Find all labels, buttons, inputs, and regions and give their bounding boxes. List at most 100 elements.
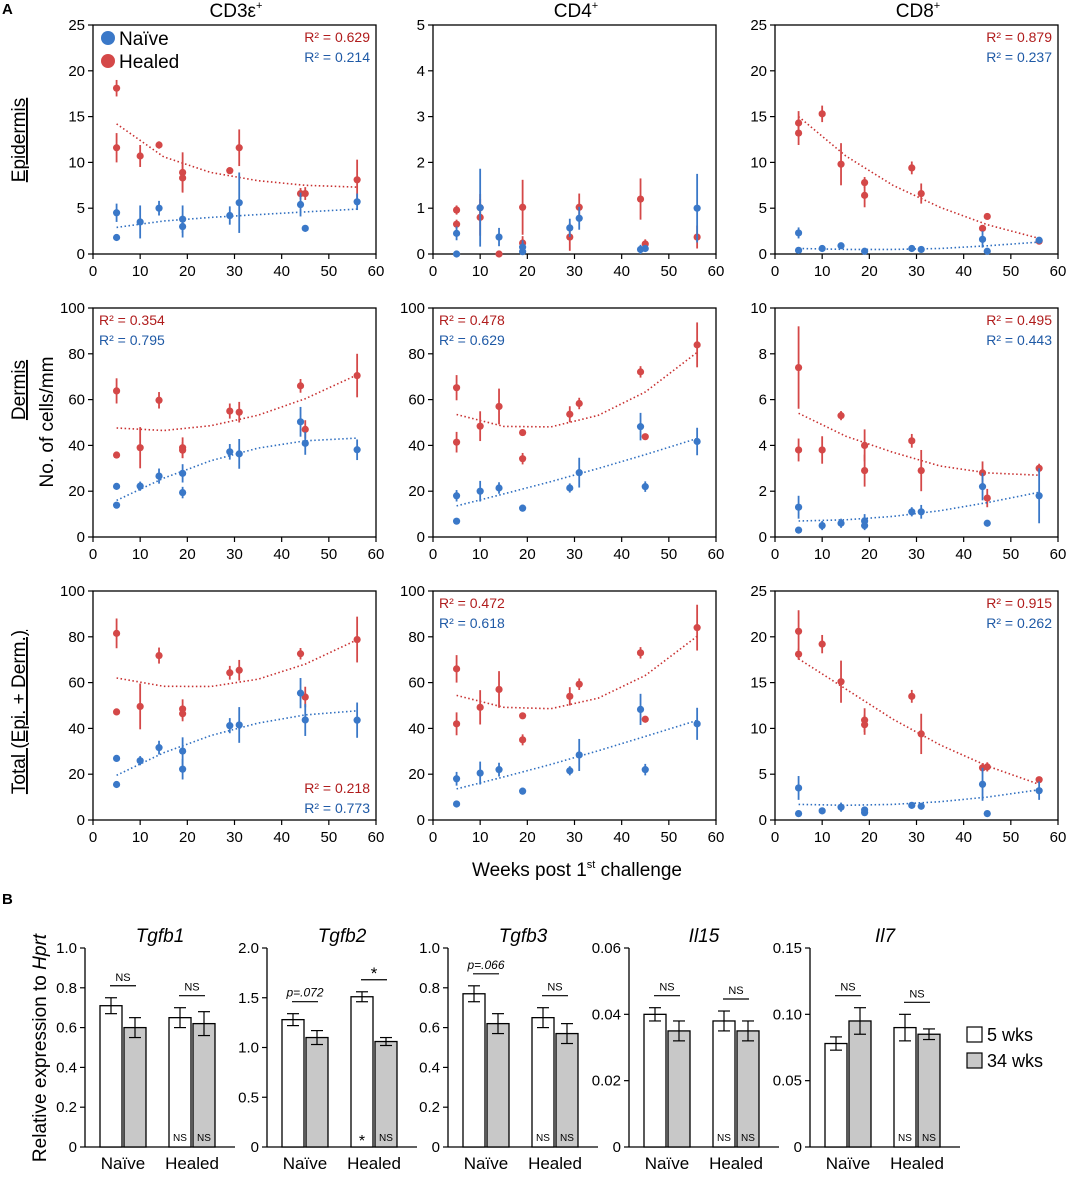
y-tick-label: 0 (69, 1139, 77, 1156)
r-squared-label: R² = 0.629 (304, 29, 370, 45)
x-tick-label: 10 (814, 546, 831, 563)
data-point-naive (794, 246, 803, 254)
data-point-naive (837, 242, 845, 250)
data-point-naive (353, 198, 361, 206)
column-title-cd4: CD4+ (554, 0, 598, 22)
data-point-naive (452, 517, 461, 525)
y-tick-label: 0.6 (419, 1020, 440, 1037)
y-tick-label: 20 (68, 63, 85, 80)
data-point-naive (155, 744, 163, 752)
bar-chart-b-tgfb2: Tgfb2 0 0.5 1.0 1.5 2.0 Naïve Healed p=.072 * * NS (238, 926, 417, 1173)
x-tick-label: 30 (566, 263, 583, 280)
category-label: Healed (528, 1154, 582, 1173)
y-tick-label: 1.0 (56, 940, 77, 957)
data-point-naive (575, 214, 583, 222)
data-point-naive (917, 245, 925, 254)
y-tick-label: 0.6 (56, 1020, 77, 1037)
data-point-healed (112, 387, 121, 395)
data-point-healed (794, 363, 803, 372)
bar-34wks (848, 1020, 872, 1148)
x-tick-label: 10 (472, 546, 489, 563)
data-point-naive (636, 705, 645, 713)
x-tick-label: 40 (955, 546, 972, 563)
legend-naive-marker (101, 31, 115, 45)
data-point-healed (155, 651, 163, 660)
y-tick-label: 25 (750, 583, 767, 600)
data-point-naive (566, 767, 574, 775)
data-point-naive (179, 222, 187, 231)
category-label: Healed (709, 1154, 763, 1173)
legend-34wks-swatch (966, 1052, 983, 1069)
data-point-naive (452, 492, 461, 500)
data-point-healed (476, 703, 484, 711)
y-tick-label: 0 (251, 1139, 259, 1156)
data-point-healed (983, 763, 991, 771)
data-point-naive (112, 501, 121, 509)
data-point-healed (136, 702, 144, 711)
data-point-naive (301, 439, 309, 447)
y-tick-label: 15 (68, 109, 85, 126)
legend-healed-marker (101, 54, 115, 68)
data-point-healed (136, 152, 144, 160)
r-squared-label: R² = 0.773 (304, 800, 370, 816)
y-tick-label: 0 (613, 1139, 621, 1156)
data-point-naive (476, 769, 484, 777)
y-tick-label: 100 (400, 300, 425, 317)
data-point-naive (452, 250, 461, 258)
data-point-naive (794, 809, 803, 818)
legend-b: 5 wks 34 wks (966, 1025, 1043, 1071)
x-tick-label: 50 (1002, 829, 1019, 846)
data-point-naive (301, 224, 309, 232)
x-tick-label: 50 (1002, 546, 1019, 563)
x-tick-label: 50 (660, 829, 677, 846)
data-point-healed (353, 176, 361, 184)
scatter-plot-tot-cd4: 0 10 20 30 40 50 60 0 20 40 60 80 100 R² = 0.472 R² = … (400, 583, 724, 846)
data-point-naive (296, 200, 305, 209)
category-label: Healed (347, 1154, 401, 1173)
x-tick-label: 0 (89, 263, 97, 280)
data-point-healed (226, 167, 234, 175)
data-point-healed (575, 680, 583, 688)
data-point-naive (235, 199, 243, 207)
y-tick-label: 20 (408, 483, 425, 500)
x-tick-label: 50 (1002, 263, 1019, 280)
r-squared-label: R² = 0.354 (99, 312, 165, 328)
data-point-healed (693, 624, 701, 632)
data-point-healed (301, 189, 309, 198)
y-tick-label: 2.0 (238, 940, 259, 957)
data-point-naive (861, 247, 869, 255)
data-point-healed (155, 396, 163, 404)
y-tick-label: 2 (759, 483, 767, 500)
bar-5wks (350, 996, 374, 1148)
y-tick-label: 1 (417, 200, 425, 217)
scatter-plot-der-cd4: 0 10 20 30 40 50 60 0 20 40 60 80 100 R² = 0.478 R² = … (400, 300, 724, 563)
data-point-healed (861, 466, 869, 475)
scatter-plot-der-cd8: 0 10 20 30 40 50 60 0 2 4 6 8 10 R² = 0.495 R² = 0.443 (750, 300, 1066, 563)
r-squared-label: R² = 0.478 (439, 312, 505, 328)
in-bar-label: NS (197, 1133, 211, 1144)
legend-34wks-label: 34 wks (987, 1051, 1043, 1071)
y-tick-label: 40 (408, 720, 425, 737)
x-tick-label: 30 (226, 546, 243, 563)
bar-chart-b-il15: Il15 0 0.02 0.04 0.06 Naïve Healed NS NS NS NS (592, 926, 779, 1173)
bar-5wks (893, 1026, 917, 1148)
data-point-healed (837, 412, 845, 420)
category-label: Healed (890, 1154, 944, 1173)
y-tick-label: 0 (759, 529, 767, 546)
bar-5wks (712, 1020, 736, 1148)
data-point-naive (837, 519, 845, 527)
column-title-cd3: CD3ε+ (210, 0, 263, 22)
data-point-naive (794, 229, 803, 237)
bar-chart-title: Tgfb3 (499, 926, 548, 947)
data-point-healed (235, 666, 243, 674)
data-point-naive (818, 244, 826, 253)
trend-line-healed (116, 639, 358, 688)
data-point-naive (296, 418, 305, 426)
data-point-healed (452, 206, 461, 214)
data-point-naive (908, 244, 916, 253)
data-point-naive (978, 483, 987, 491)
data-point-healed (983, 494, 991, 502)
significance-label: NS (115, 972, 130, 984)
r-squared-label: R² = 0.472 (439, 595, 505, 611)
